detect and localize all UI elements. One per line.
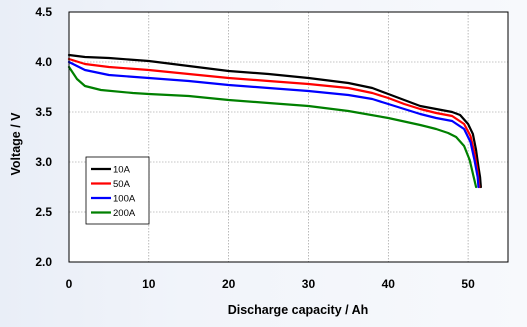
y-tick-label: 2.5	[35, 205, 52, 219]
y-axis-title: Voltage / V	[9, 112, 23, 176]
plot-frame	[68, 11, 509, 263]
x-tick-label: 40	[382, 277, 396, 291]
y-tick-label: 3.5	[35, 105, 52, 119]
legend-label-50A: 50A	[113, 179, 131, 190]
legend-label-200A: 200A	[113, 208, 136, 219]
x-tick-label: 20	[222, 277, 236, 291]
series-line-50A	[67, 57, 481, 189]
legend-label-100A: 100A	[113, 194, 136, 205]
x-tick-label: 10	[142, 277, 156, 291]
series-line-200A	[67, 65, 478, 189]
legend: 10A 50A 100A 200A	[85, 156, 150, 225]
y-tick-label: 2.0	[35, 255, 52, 269]
x-axis-title: Discharge capacity / Ah	[228, 303, 369, 317]
x-tick-label: 0	[66, 277, 73, 291]
plot-area	[69, 12, 508, 262]
series-line-100A	[67, 60, 480, 189]
legend-label-10A: 10A	[113, 165, 131, 176]
x-tick-label: 30	[302, 277, 316, 291]
y-tick-label: 4.0	[35, 55, 52, 69]
x-tick-label: 50	[461, 277, 475, 291]
y-tick-label: 3.0	[35, 155, 52, 169]
y-tick-label: 4.5	[35, 5, 52, 19]
series-line-10A	[67, 53, 482, 189]
